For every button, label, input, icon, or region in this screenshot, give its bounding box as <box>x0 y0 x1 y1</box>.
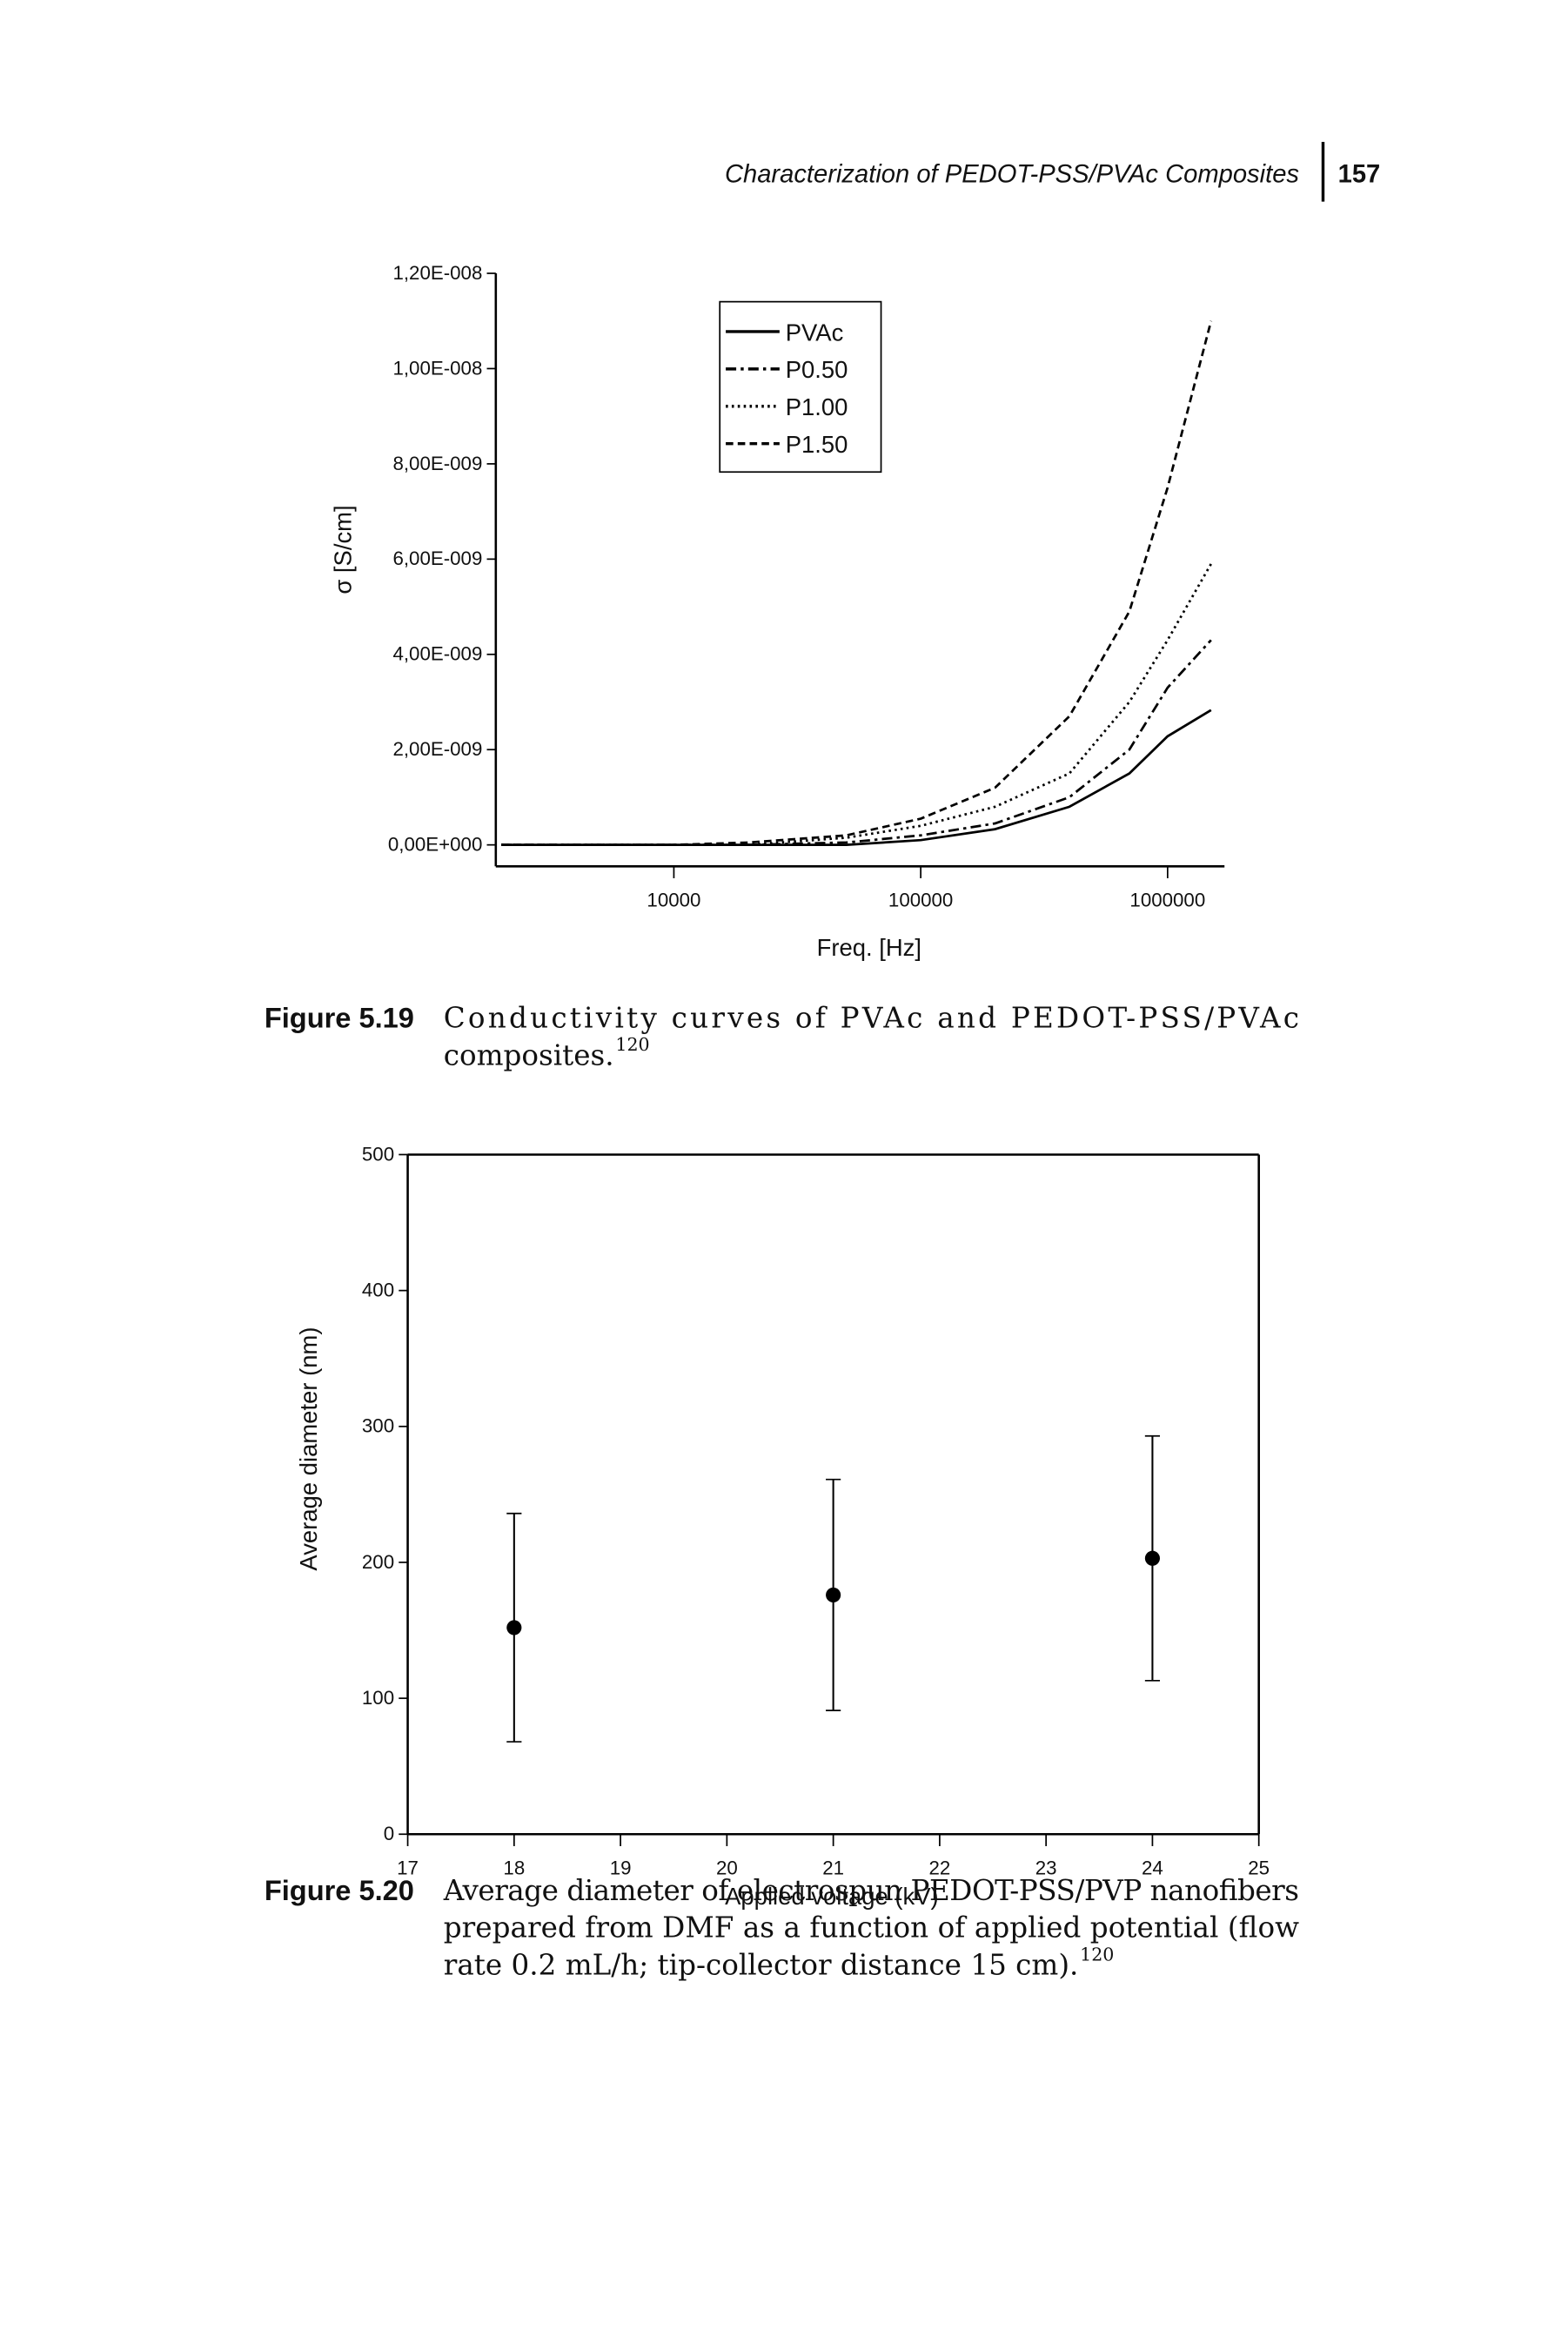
y-tick-label: 300 <box>362 1415 394 1437</box>
figure-label: Figure 5.19 <box>265 1002 414 1034</box>
y-axis-label: Average diameter (nm) <box>295 1327 322 1570</box>
x-tick-label: 20 <box>716 1857 738 1879</box>
data-point <box>1144 1550 1161 1566</box>
caption-line: rate 0.2 mL/h; tip-collector distance 15… <box>444 1949 1079 1982</box>
legend-label: PVAc <box>786 319 844 346</box>
figure-label: Figure 5.20 <box>265 1874 414 1906</box>
y-tick-label: 100 <box>362 1687 394 1709</box>
x-tick-label: 21 <box>822 1857 844 1879</box>
y-tick-label: 0 <box>384 1823 394 1844</box>
y-tick-label: 500 <box>362 1143 394 1165</box>
y-tick-label: 0,00E+000 <box>388 834 483 856</box>
page-number: 157 <box>1338 160 1381 188</box>
x-tick-label: 100000 <box>888 890 953 911</box>
y-tick-label: 1,20E-008 <box>392 262 482 284</box>
caption-ref: 120 <box>1080 1944 1114 1965</box>
legend-label: P1.50 <box>786 431 848 458</box>
caption-line: Conductivity curves of PVAc and PEDOT-PS… <box>444 1002 1299 1035</box>
series-line <box>501 320 1213 847</box>
y-axis-label: σ [S/cm] <box>329 505 356 594</box>
y-tick-label: 8,00E-009 <box>392 453 482 474</box>
y-tick-label: 400 <box>362 1279 394 1300</box>
x-tick-label: 18 <box>503 1857 525 1879</box>
x-tick-label: 17 <box>397 1857 419 1879</box>
running-header: Characterization of PEDOT-PSS/PVAc Compo… <box>725 160 1299 188</box>
x-tick-label: 23 <box>1035 1857 1057 1879</box>
x-axis-label: Applied voltage (kV) <box>725 1883 939 1910</box>
y-tick-label: 200 <box>362 1551 394 1573</box>
x-tick-label: 24 <box>1142 1857 1163 1879</box>
data-point <box>506 1620 522 1636</box>
series-line <box>501 563 1212 847</box>
y-tick-label: 1,00E-008 <box>392 357 482 379</box>
y-tick-label: 6,00E-009 <box>392 547 482 569</box>
caption-line: prepared from DMF as a function of appli… <box>444 1911 1299 1945</box>
y-tick-label: 4,00E-009 <box>392 643 482 665</box>
x-tick-label: 19 <box>610 1857 632 1879</box>
x-tick-label: 25 <box>1248 1857 1270 1879</box>
legend-label: P0.50 <box>786 356 848 383</box>
caption-ref: 120 <box>615 1034 649 1055</box>
series-line <box>501 639 1212 847</box>
caption-line: composites. <box>444 1039 614 1072</box>
data-point <box>826 1587 841 1603</box>
x-tick-label: 22 <box>928 1857 950 1879</box>
caption-line: Average diameter of electrospun PEDOT-PS… <box>443 1874 1299 1907</box>
x-tick-label: 1000000 <box>1129 890 1205 911</box>
x-axis-label: Freq. [Hz] <box>817 934 921 961</box>
y-tick-label: 2,00E-009 <box>392 738 482 760</box>
legend-label: P1.00 <box>786 393 848 420</box>
x-tick-label: 10000 <box>647 890 700 911</box>
